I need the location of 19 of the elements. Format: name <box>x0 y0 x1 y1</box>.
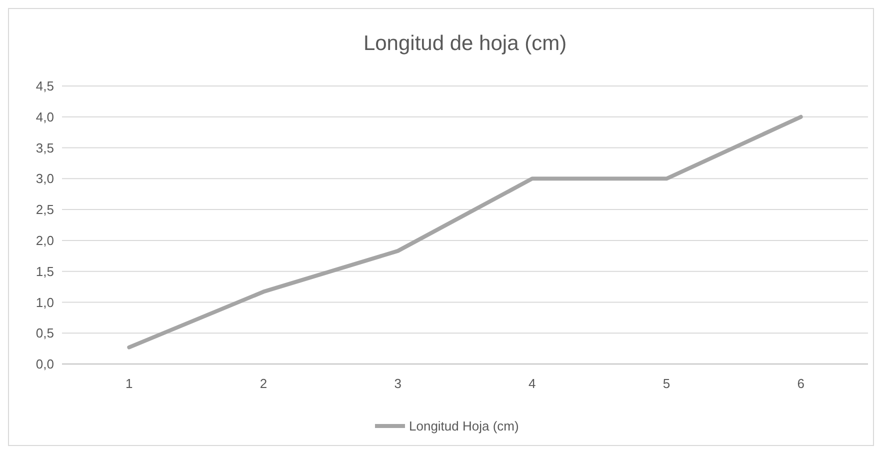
y-tick-label: 2,0 <box>36 232 54 248</box>
y-tick-label: 4,0 <box>36 109 54 124</box>
y-tick-label: 0,0 <box>36 356 54 372</box>
y-tick-label: 1,5 <box>36 264 54 279</box>
y-tick-label: 0,5 <box>36 326 54 341</box>
x-tick-label: 1 <box>126 376 133 391</box>
y-tick-label: 3,0 <box>36 171 54 186</box>
x-tick-label: 3 <box>394 376 402 391</box>
x-tick-label: 6 <box>797 376 804 391</box>
x-tick-label: 2 <box>260 376 268 391</box>
legend-label: Longitud Hoja (cm) <box>409 418 519 434</box>
chart-title: Longitud de hoja (cm) <box>363 32 567 55</box>
y-tick-label: 2,5 <box>36 202 54 218</box>
y-tick-label: 1,0 <box>36 294 54 310</box>
y-tick-label: 4,5 <box>36 78 54 94</box>
line-series <box>127 114 803 350</box>
x-tick-label: 5 <box>662 376 670 391</box>
x-tick-label: 4 <box>528 376 536 391</box>
y-tick-label: 3,5 <box>36 140 54 156</box>
